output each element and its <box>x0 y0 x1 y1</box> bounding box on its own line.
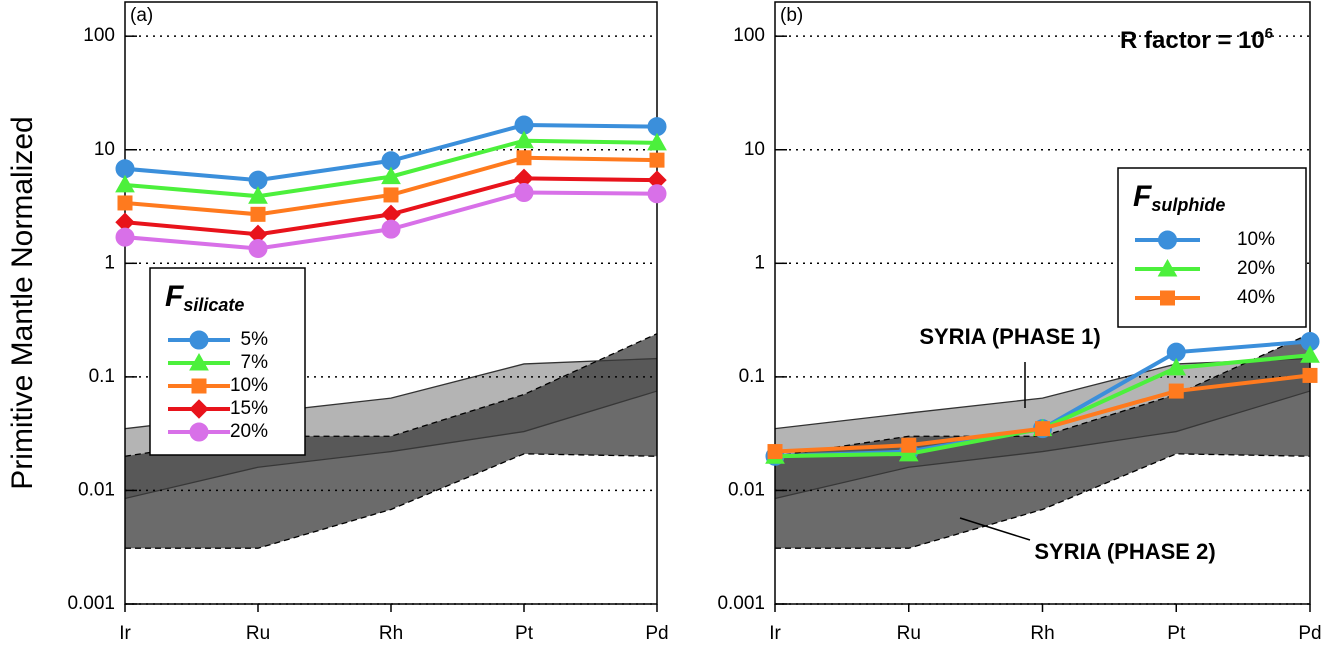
leader-line <box>959 517 1031 541</box>
x-tick-label: Pt <box>515 623 534 644</box>
band-area <box>125 333 657 549</box>
y-axis-label: Primitive Mantle Normalized <box>6 116 39 489</box>
legend-label: 20% <box>1237 258 1275 279</box>
marker <box>115 174 135 193</box>
marker <box>189 399 209 419</box>
marker <box>248 239 268 259</box>
band-area <box>775 333 1310 549</box>
band-label: SYRIA (PHASE 2) <box>1034 539 1215 564</box>
marker <box>647 184 667 204</box>
x-tick-label: Pd <box>1298 623 1321 644</box>
x-tick-label: Rh <box>1030 623 1054 644</box>
marker <box>1035 421 1050 437</box>
y-tick-label: 10 <box>94 139 115 160</box>
x-tick-label: Ru <box>897 623 921 644</box>
legend-title: Fsulphide <box>1133 180 1225 215</box>
marker <box>189 330 209 350</box>
y-tick-label: 0.1 <box>89 366 115 387</box>
y-tick-label: 1 <box>754 252 765 273</box>
x-tick-label: Pt <box>1167 623 1186 644</box>
panel-label: (a) <box>130 5 153 26</box>
marker <box>383 187 399 203</box>
legend-label: 20% <box>230 421 268 442</box>
marker <box>514 130 534 149</box>
y-tick-label: 0.01 <box>728 479 765 500</box>
marker <box>250 206 266 222</box>
marker <box>649 152 665 168</box>
marker <box>381 219 401 239</box>
x-tick-label: Rh <box>379 623 403 644</box>
legend-label: 15% <box>230 398 268 419</box>
marker <box>1158 230 1177 250</box>
y-tick-label: 0.1 <box>739 366 765 387</box>
marker <box>647 132 667 151</box>
marker <box>1166 357 1187 376</box>
band-edge <box>124 333 658 457</box>
legend-label: 7% <box>241 352 269 373</box>
y-tick-label: 100 <box>733 25 765 46</box>
marker <box>381 166 401 185</box>
x-tick-label: Ir <box>119 623 131 644</box>
marker <box>1160 290 1175 306</box>
legend-label: 5% <box>241 329 269 350</box>
marker <box>767 444 783 460</box>
legend-box <box>1117 167 1307 328</box>
marker <box>901 437 917 453</box>
band-edge <box>774 333 1311 457</box>
legend-title-sub: silicate <box>183 295 244 315</box>
marker <box>189 422 209 442</box>
x-tick-label: Pd <box>645 623 668 644</box>
annotation-sup: 6 <box>1265 25 1273 42</box>
y-tick-label: 0.001 <box>717 593 765 614</box>
legend-label: 40% <box>1237 287 1275 308</box>
legend-title-main: F <box>1133 180 1152 213</box>
marker <box>1168 383 1184 399</box>
y-tick-label: 0.001 <box>67 593 115 614</box>
marker <box>898 443 919 462</box>
legend-label: 10% <box>230 375 268 396</box>
legend-title-main: F <box>165 280 184 313</box>
legend-label: 10% <box>1237 229 1275 250</box>
marker <box>115 227 135 247</box>
marker <box>189 352 209 371</box>
marker <box>1300 345 1320 363</box>
x-tick-label: Ru <box>246 623 270 644</box>
band-edge <box>125 453 658 549</box>
band-edge <box>775 453 1311 549</box>
y-tick-label: 10 <box>744 139 765 160</box>
marker <box>248 186 268 204</box>
x-tick-label: Ir <box>769 623 781 644</box>
legend-title-sub: sulphide <box>1151 195 1225 215</box>
marker <box>1302 367 1318 383</box>
y-tick-label: 100 <box>83 25 115 46</box>
legend-title: Fsilicate <box>165 280 244 315</box>
panel-label: (b) <box>780 5 803 26</box>
annotation-text: R factor = 10 <box>1120 27 1265 54</box>
marker <box>117 195 133 211</box>
annotation: R factor = 106 <box>1120 25 1273 54</box>
marker <box>1157 258 1178 277</box>
y-tick-label: 1 <box>104 252 115 273</box>
marker <box>514 183 534 203</box>
marker <box>516 150 532 166</box>
marker <box>191 378 207 394</box>
y-tick-label: 0.01 <box>78 479 115 500</box>
band-label: SYRIA (PHASE 1) <box>919 324 1100 349</box>
